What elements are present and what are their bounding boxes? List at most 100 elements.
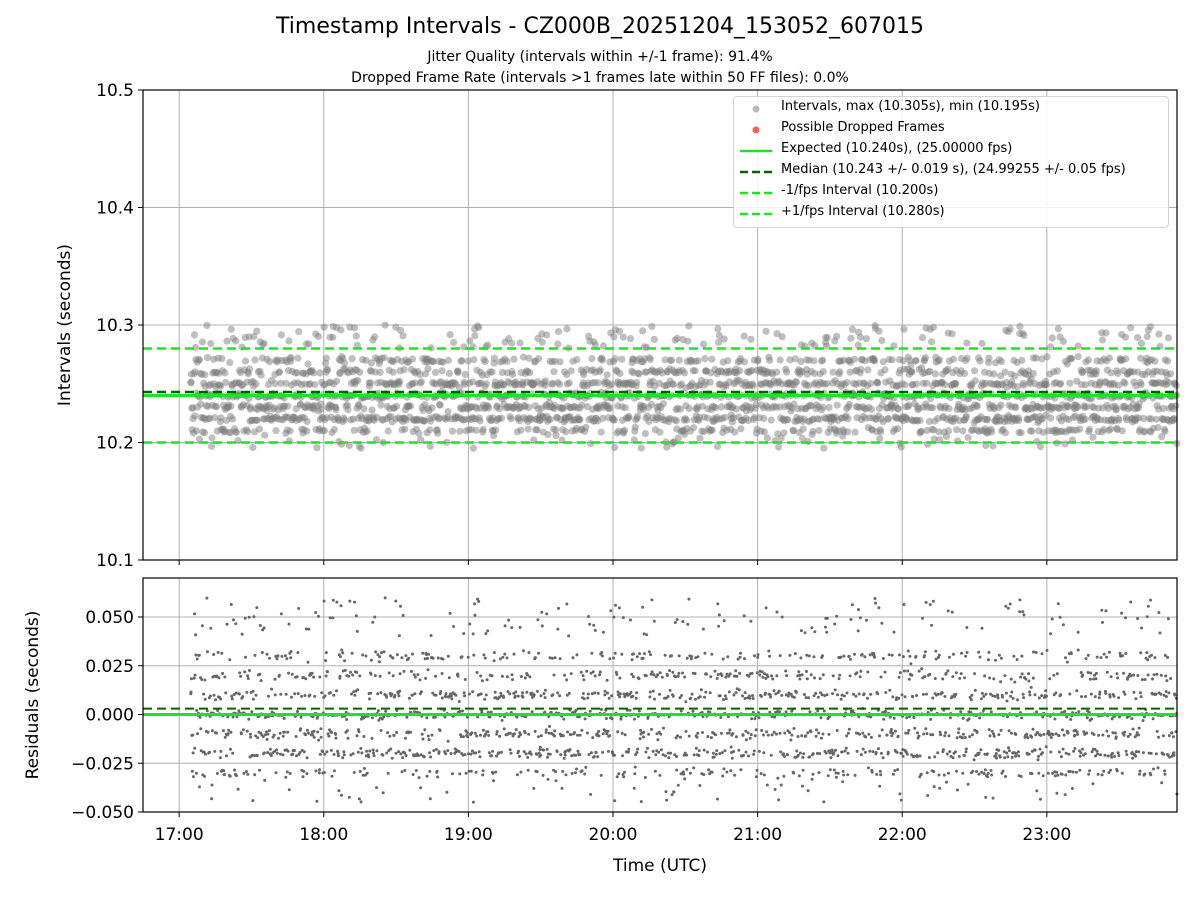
residual-point	[374, 650, 378, 654]
residual-point	[819, 716, 823, 720]
interval-point	[1016, 322, 1024, 330]
residual-point	[388, 734, 392, 738]
residual-point	[362, 767, 366, 770]
residual-point	[708, 691, 712, 695]
interval-point	[544, 431, 552, 439]
residual-point	[385, 751, 389, 755]
residual-point	[220, 651, 224, 655]
interval-point	[420, 417, 428, 425]
residual-point	[1065, 660, 1069, 664]
residual-point	[660, 675, 664, 679]
residual-point	[975, 770, 978, 773]
interval-point	[907, 361, 915, 369]
residual-point	[780, 615, 784, 619]
residual-point	[404, 654, 408, 658]
interval-point	[667, 356, 676, 364]
interval-point	[234, 437, 242, 445]
residual-point	[296, 692, 300, 696]
residual-point	[1008, 602, 1012, 606]
interval-point	[277, 331, 285, 339]
residual-point	[477, 750, 481, 754]
residual-point	[552, 734, 556, 738]
residual-point	[571, 656, 575, 660]
residual-point	[1089, 692, 1093, 696]
residual-point	[984, 692, 988, 696]
residual-point	[479, 692, 483, 696]
interval-point	[340, 416, 348, 424]
residual-point	[244, 655, 247, 659]
residual-point	[1042, 732, 1046, 736]
residual-point	[314, 769, 318, 773]
residual-point	[206, 650, 209, 654]
residual-point	[349, 753, 353, 757]
residual-point	[1172, 753, 1176, 757]
residual-point	[618, 676, 622, 680]
residual-point	[318, 768, 321, 772]
residual-point	[737, 688, 741, 692]
residual-point	[715, 676, 719, 680]
axes: 10.110.210.310.410.5−0.050−0.0250.0000.0…	[71, 81, 1178, 845]
residual-point	[514, 690, 518, 694]
residual-point	[1154, 752, 1158, 756]
residual-point	[492, 651, 496, 655]
interval-point	[476, 417, 484, 425]
interval-point	[1059, 337, 1067, 345]
residual-point	[364, 654, 368, 658]
interval-point	[1107, 369, 1115, 377]
interval-point	[1098, 336, 1107, 344]
residual-point	[480, 679, 484, 683]
interval-point	[277, 379, 285, 387]
residual-point	[1056, 773, 1060, 777]
residual-point	[859, 669, 863, 673]
residual-point	[857, 608, 860, 612]
residual-point	[941, 677, 945, 681]
residual-point	[841, 780, 845, 784]
residual-point	[861, 731, 865, 735]
residual-point	[807, 654, 811, 658]
residual-point	[693, 672, 697, 675]
residual-point	[1145, 615, 1149, 619]
interval-point	[340, 359, 349, 367]
interval-point	[635, 370, 643, 378]
residual-point	[743, 691, 747, 695]
residual-point	[752, 752, 756, 756]
residual-point	[799, 656, 803, 660]
interval-point	[434, 429, 442, 437]
residual-point	[642, 632, 646, 636]
residual-point	[263, 778, 267, 782]
residual-point	[772, 689, 776, 693]
residual-point	[514, 728, 518, 732]
residual-point	[747, 754, 750, 758]
residual-point	[615, 775, 619, 779]
residual-point	[819, 736, 823, 740]
residual-point	[988, 734, 992, 738]
residual-point	[478, 755, 482, 759]
residual-point	[801, 784, 804, 788]
residual-point	[1038, 747, 1042, 751]
residual-point	[382, 650, 386, 654]
residual-point	[863, 750, 867, 754]
residual-point	[277, 673, 281, 677]
residual-point	[726, 655, 730, 659]
residual-point	[1052, 673, 1056, 677]
residual-point	[950, 695, 954, 699]
residual-point	[721, 657, 725, 661]
residual-point	[385, 695, 389, 699]
residual-point	[743, 696, 747, 700]
interval-point	[208, 442, 216, 450]
residual-point	[675, 618, 679, 622]
residual-point	[836, 771, 840, 775]
residual-point	[875, 772, 879, 776]
residual-point	[846, 731, 850, 735]
residual-point	[328, 616, 332, 620]
legend-median-label: Median (10.243 +/- 0.019 s), (24.99255 +…	[781, 162, 1126, 177]
interval-point	[935, 428, 943, 436]
residual-point	[394, 751, 398, 755]
residual-point	[427, 652, 431, 656]
residual-point	[254, 693, 258, 697]
interval-point	[1158, 433, 1166, 441]
interval-point	[400, 366, 408, 374]
residual-point	[893, 769, 897, 773]
residual-point	[200, 678, 204, 681]
residual-point	[285, 657, 289, 661]
